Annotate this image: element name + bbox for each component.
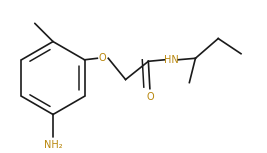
- Text: O: O: [146, 92, 154, 102]
- Text: O: O: [99, 53, 107, 63]
- Text: HN: HN: [164, 55, 179, 65]
- Text: NH₂: NH₂: [44, 140, 62, 150]
